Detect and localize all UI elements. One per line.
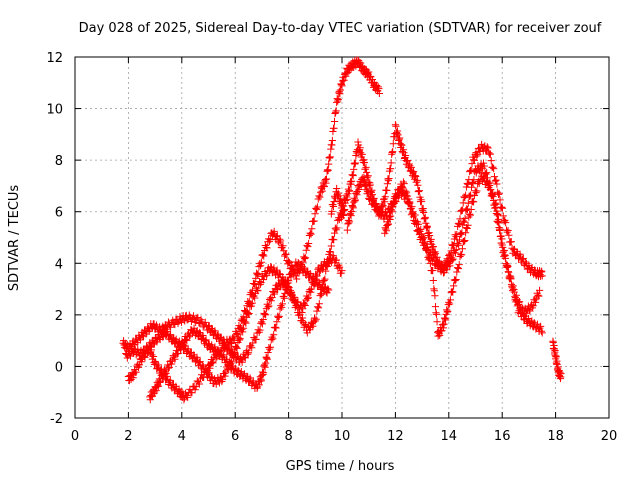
data-point-marks bbox=[549, 337, 565, 383]
data-point-marks bbox=[146, 258, 333, 404]
x-tick-label: 8 bbox=[284, 429, 292, 444]
series-track-c bbox=[124, 205, 349, 404]
series-track-e bbox=[327, 121, 546, 281]
x-tick-label: 14 bbox=[441, 429, 458, 444]
y-tick-label: 10 bbox=[46, 103, 63, 118]
y-tick-label: 8 bbox=[55, 154, 63, 169]
data-point-marks bbox=[124, 205, 349, 404]
y-axis-label: SDTVAR / TECUs bbox=[7, 185, 22, 292]
x-tick-label: 0 bbox=[71, 429, 79, 444]
x-tick-label: 10 bbox=[334, 429, 351, 444]
series-track-g bbox=[381, 159, 544, 319]
x-tick-label: 16 bbox=[494, 429, 511, 444]
chart-title: Day 028 of 2025, Sidereal Day-to-day VTE… bbox=[79, 21, 602, 36]
series-track-f bbox=[343, 169, 546, 340]
series-track-d bbox=[146, 258, 333, 404]
data-marks bbox=[119, 56, 565, 404]
axis-ticks: 0 2 4 6 8 10 12 14 16 18 20 -2 0 2 4 6 8 10 12 bbox=[46, 51, 617, 444]
x-tick-label: 2 bbox=[124, 429, 132, 444]
x-tick-label: 6 bbox=[231, 429, 239, 444]
x-tick-label: 20 bbox=[601, 429, 618, 444]
x-tick-label: 12 bbox=[387, 429, 404, 444]
y-tick-label: 4 bbox=[55, 257, 63, 272]
x-axis-label: GPS time / hours bbox=[286, 459, 395, 474]
x-tick-label: 18 bbox=[547, 429, 564, 444]
series-track-h bbox=[549, 337, 565, 383]
y-tick-label: 0 bbox=[55, 360, 63, 375]
x-tick-label: 4 bbox=[178, 429, 186, 444]
data-point-marks bbox=[343, 169, 546, 340]
y-tick-label: -2 bbox=[50, 412, 63, 427]
y-tick-label: 12 bbox=[46, 51, 63, 66]
data-point-marks bbox=[381, 159, 544, 319]
y-tick-label: 6 bbox=[55, 206, 63, 221]
data-point-marks bbox=[327, 121, 546, 281]
y-tick-label: 2 bbox=[55, 309, 63, 324]
